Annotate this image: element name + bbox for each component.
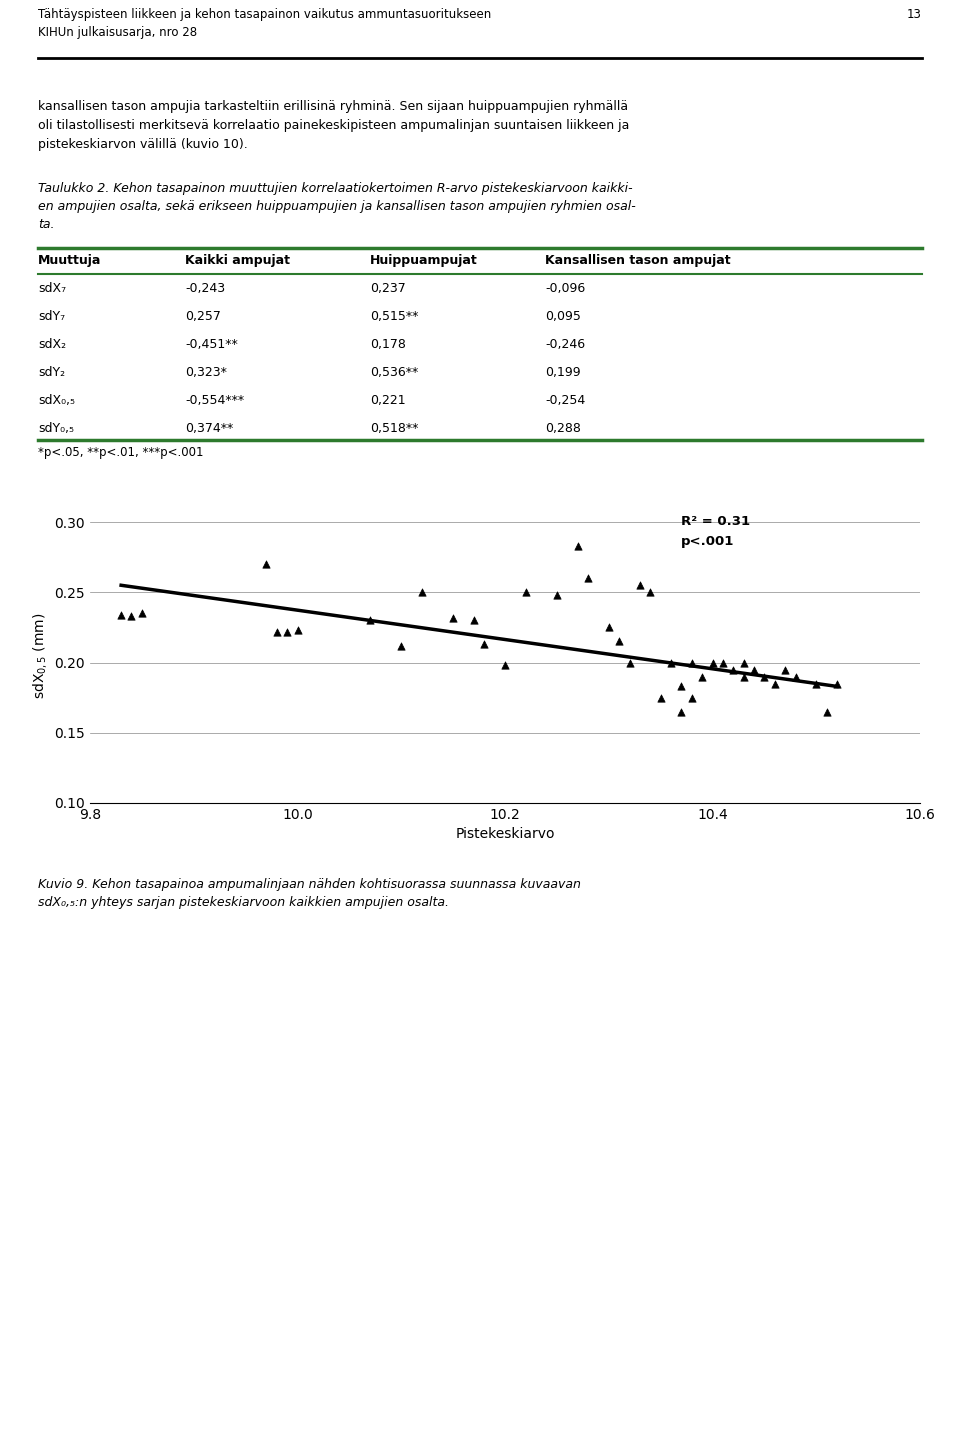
Point [705,651,720,675]
Text: en ampujien osalta, sekä erikseen huippuampujien ja kansallisen tason ampujien r: en ampujien osalta, sekä erikseen huippu… [38,200,636,213]
Text: 0,374**: 0,374** [185,422,233,435]
X-axis label: Pistekeskiarvo: Pistekeskiarvo [455,827,555,842]
Point [756,665,772,688]
Text: kansallisen tason ampujia tarkasteltiin erillisinä ryhminä. Sen sijaan huippuamp: kansallisen tason ampujia tarkasteltiin … [38,100,628,113]
Text: 0,515**: 0,515** [370,311,419,324]
Point [570,534,586,557]
Point [767,672,782,695]
Point [445,607,461,630]
Text: Tähtäyspisteen liikkeen ja kehon tasapainon vaikutus ammuntasuoritukseen: Tähtäyspisteen liikkeen ja kehon tasapai… [38,9,492,20]
Point [269,620,284,643]
Point [788,665,804,688]
Text: -0,246: -0,246 [545,338,586,351]
Text: 0,518**: 0,518** [370,422,419,435]
Text: sdX₇: sdX₇ [38,281,66,295]
Text: 0,178: 0,178 [370,338,406,351]
Text: Taulukko 2. Kehon tasapainon muuttujien korrelaatiokertoimen R-arvo pistekeskiar: Taulukko 2. Kehon tasapainon muuttujien … [38,181,633,194]
Point [113,604,129,627]
Point [476,633,492,656]
Y-axis label: sdX$_{0,5}$ (mm): sdX$_{0,5}$ (mm) [31,612,49,699]
Text: 0,095: 0,095 [545,311,581,324]
Text: sdX₀,₅:n yhteys sarjan pistekeskiarvoon kaikkien ampujien osalta.: sdX₀,₅:n yhteys sarjan pistekeskiarvoon … [38,897,449,908]
Text: -0,554***: -0,554*** [185,395,244,406]
Point [778,657,793,681]
Point [134,602,150,625]
Point [549,583,564,607]
Point [653,686,668,710]
Point [663,651,679,675]
Text: Kaikki ampujat: Kaikki ampujat [185,254,290,267]
Point [808,672,824,695]
Point [279,620,295,643]
Text: pistekeskiarvon välillä (kuvio 10).: pistekeskiarvon välillä (kuvio 10). [38,138,248,151]
Point [736,665,752,688]
Text: sdX₀,₅: sdX₀,₅ [38,395,75,406]
Text: 13: 13 [907,9,922,20]
Point [736,651,752,675]
Text: *p<.05, **p<.01, ***p<.001: *p<.05, **p<.01, ***p<.001 [38,445,204,459]
Point [684,651,700,675]
Text: KIHUn julkaisusarja, nro 28: KIHUn julkaisusarja, nro 28 [38,26,197,39]
Text: sdX₂: sdX₂ [38,338,66,351]
Point [694,665,709,688]
Text: 0,288: 0,288 [545,422,581,435]
Point [612,630,627,653]
Text: ta.: ta. [38,218,55,231]
Point [497,654,513,678]
Point [622,651,637,675]
Text: 0,199: 0,199 [545,366,581,379]
Point [258,553,274,576]
Text: Muuttuja: Muuttuja [38,254,102,267]
Point [715,651,731,675]
Point [363,609,378,633]
Point [674,675,689,698]
Point [684,686,700,710]
Text: p<.001: p<.001 [682,534,734,547]
Point [124,605,139,628]
Point [633,573,648,596]
Point [580,567,595,591]
Text: 0,237: 0,237 [370,281,406,295]
Text: -0,451**: -0,451** [185,338,238,351]
Text: sdY₀,₅: sdY₀,₅ [38,422,74,435]
Text: -0,254: -0,254 [545,395,586,406]
Point [518,580,534,604]
Point [746,657,761,681]
Text: -0,243: -0,243 [185,281,226,295]
Point [829,672,845,695]
Point [726,657,741,681]
Text: 0,257: 0,257 [185,311,221,324]
Text: 0,536**: 0,536** [370,366,419,379]
Text: Kansallisen tason ampujat: Kansallisen tason ampujat [545,254,731,267]
Text: Huippuampujat: Huippuampujat [370,254,478,267]
Point [601,615,616,638]
Text: 0,221: 0,221 [370,395,406,406]
Text: Kuvio 9. Kehon tasapainoa ampumalinjaan nähden kohtisuorassa suunnassa kuvaavan: Kuvio 9. Kehon tasapainoa ampumalinjaan … [38,878,581,891]
Point [394,634,409,657]
Point [642,580,658,604]
Text: sdY₇: sdY₇ [38,311,65,324]
Text: -0,096: -0,096 [545,281,586,295]
Point [415,580,430,604]
Text: 0,323*: 0,323* [185,366,227,379]
Point [819,699,834,723]
Text: R² = 0.31: R² = 0.31 [682,515,751,528]
Text: oli tilastollisesti merkitsevä korrelaatio painekeskipisteen ampumalinjan suunta: oli tilastollisesti merkitsevä korrelaat… [38,119,630,132]
Point [467,609,482,633]
Text: sdY₂: sdY₂ [38,366,65,379]
Point [674,699,689,723]
Point [290,618,305,641]
